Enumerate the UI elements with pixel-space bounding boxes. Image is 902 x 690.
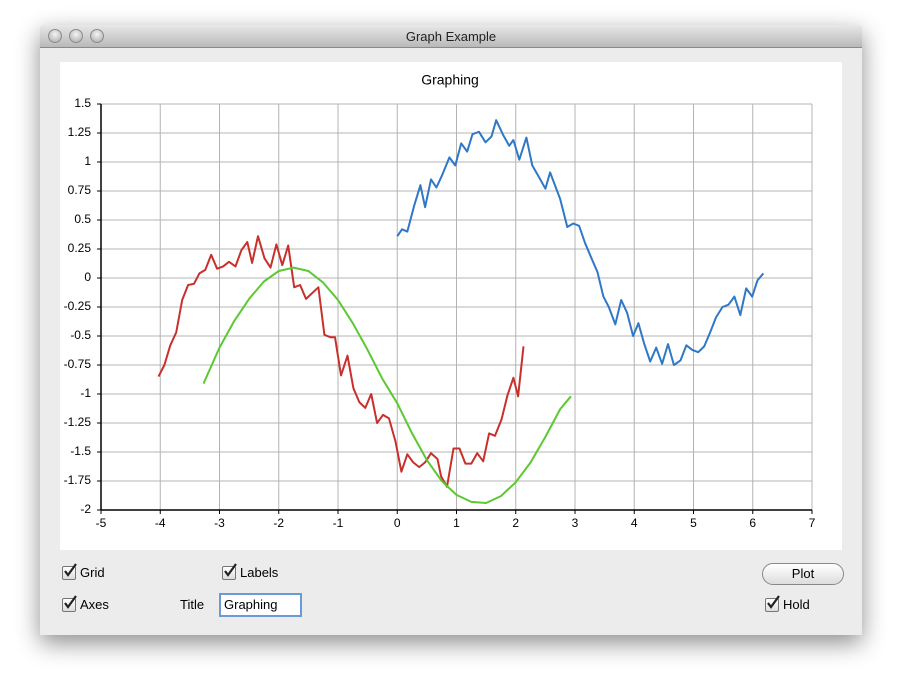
series-line [202,266,572,504]
x-tick-label: 7 [809,516,816,530]
checkmark-stroke [64,563,77,577]
x-tick-label: -1 [333,516,344,530]
x-tick-label: 0 [394,516,401,530]
y-tick-label: 0.75 [68,183,92,197]
title-bar: Graph Example [40,25,862,48]
checkbox-label: Grid [80,565,105,580]
y-tick-label: -1.5 [70,444,91,458]
checkmark-stroke [767,595,780,609]
x-tick-label: 4 [631,516,638,530]
x-tick-label: -4 [155,516,166,530]
x-tick-label: 1 [453,516,460,530]
y-tick-label: 1 [84,154,91,168]
y-tick-label: 0.25 [68,241,92,255]
checkbox-label: Labels [240,565,279,580]
x-tick-label: 2 [512,516,519,530]
x-tick-label: -5 [96,516,107,530]
checkbox-label: Axes [80,597,109,612]
plot-button[interactable]: Plot [762,563,844,585]
y-tick-label: 1.25 [68,125,92,139]
checkmark [767,595,780,609]
checkmark-stroke [64,595,77,609]
series-line [157,235,525,488]
title-label: Title [180,597,205,612]
chart-title: Graphing [421,72,479,88]
x-tick-label: 3 [572,516,579,530]
x-tick-label: -3 [214,516,225,530]
minimize-button[interactable] [69,29,83,43]
checkbox-label: Hold [783,597,810,612]
y-tick-label: -0.75 [64,357,92,371]
x-tick-label: -2 [273,516,284,530]
y-tick-label: -1.25 [64,415,92,429]
series-line [396,119,765,366]
y-tick-label: 0 [84,270,91,284]
chart: Graphing -2 -1.75 -1.5 -1.25 -1 -0.75 -0.5 -0.2… [60,62,842,550]
zoom-button[interactable] [90,29,104,43]
y-tick-label: -1 [80,386,91,400]
checkmark [64,563,77,577]
y-tick-label: 0.5 [74,212,91,226]
x-tick-label: 5 [690,516,697,530]
checkmark-stroke [224,563,237,577]
window-title: Graph Example [405,29,497,44]
checkmark [64,595,77,609]
y-tick-label: -0.25 [64,299,92,313]
close-button[interactable] [48,29,62,43]
title-field[interactable]: Graphing [219,593,302,617]
y-tick-label: -1.75 [64,473,92,487]
y-tick-label: -0.5 [70,328,91,342]
x-tick-label: 6 [749,516,756,530]
y-tick-label: 1.5 [74,96,91,110]
checkmark [224,563,237,577]
y-tick-label: -2 [80,502,91,516]
